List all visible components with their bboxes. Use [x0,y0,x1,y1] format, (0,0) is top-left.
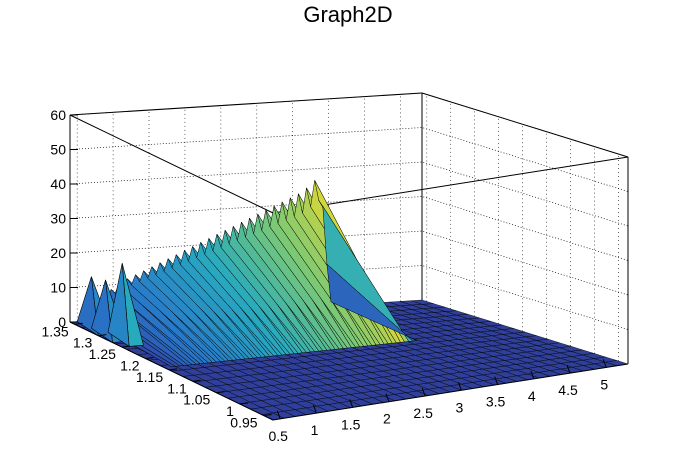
x-tick [276,410,281,420]
surface-mesh [76,179,418,368]
y-tick-label: 1.2 [120,357,140,373]
x-tick [313,404,317,414]
z-tick-label: 60 [50,107,66,123]
box-edge [69,92,423,116]
y-tick-label: 1.25 [89,346,116,362]
x-tick-label: 3.5 [486,394,506,410]
x-tick-label: 2.5 [413,405,433,421]
z-tick-label: 0 [58,314,66,330]
floor-cell [410,299,434,305]
y-tick [263,413,272,416]
x-tick [602,359,607,368]
y-tick [169,368,178,371]
z-tick-label: 10 [50,280,66,296]
x-tick-label: 4.5 [558,382,578,398]
x-tick [530,370,535,380]
z-tick-label: 40 [50,176,66,192]
x-tick [457,382,462,391]
surface-facet [326,263,418,342]
y-tick-label: 1.05 [183,392,210,408]
z-tick-label: 20 [50,245,66,261]
x-tick [385,393,390,402]
y-tick [98,334,107,337]
x-tick-label: 0.5 [269,428,289,444]
grid-line [69,127,629,192]
z-tick-label: 30 [50,211,66,227]
x-tick-label: 2 [383,411,391,427]
x-tick-label: 1 [311,422,319,438]
y-tick-label: 1.15 [136,369,163,385]
chart-title: Graph2D [303,2,392,27]
grid-line [69,92,629,158]
surface-peak [76,276,99,337]
y-tick [145,356,154,359]
y-tick-label: 0.95 [230,414,257,430]
grid-line [69,230,629,296]
y-tick-label: 1.1 [167,380,187,396]
box-edge [272,156,629,214]
x-tick-label: 4 [528,388,536,404]
x-tick [494,376,499,385]
x-tick-label: 3 [455,399,463,415]
grid-line [69,196,629,261]
x-axis-line [272,363,629,421]
x-tick [421,387,426,397]
y-tick [216,391,225,394]
box-edge [69,114,274,214]
z-tick-label: 50 [50,142,66,158]
box-edge [421,92,629,158]
surface-peak [107,263,130,347]
y-tick-label: 1 [226,403,234,419]
grid-line [69,161,629,227]
y-tick-label: 1.35 [41,323,68,339]
x-tick [566,364,571,374]
y-tick [192,379,201,382]
y-tick-label: 1.3 [73,335,93,351]
x-tick-label: 1.5 [341,416,361,432]
y-tick [121,345,130,348]
y-tick [239,402,249,405]
x-tick [349,399,354,408]
y-axis-line [69,321,274,421]
y-tick [74,322,83,325]
x-tick-label: 5 [600,376,608,392]
